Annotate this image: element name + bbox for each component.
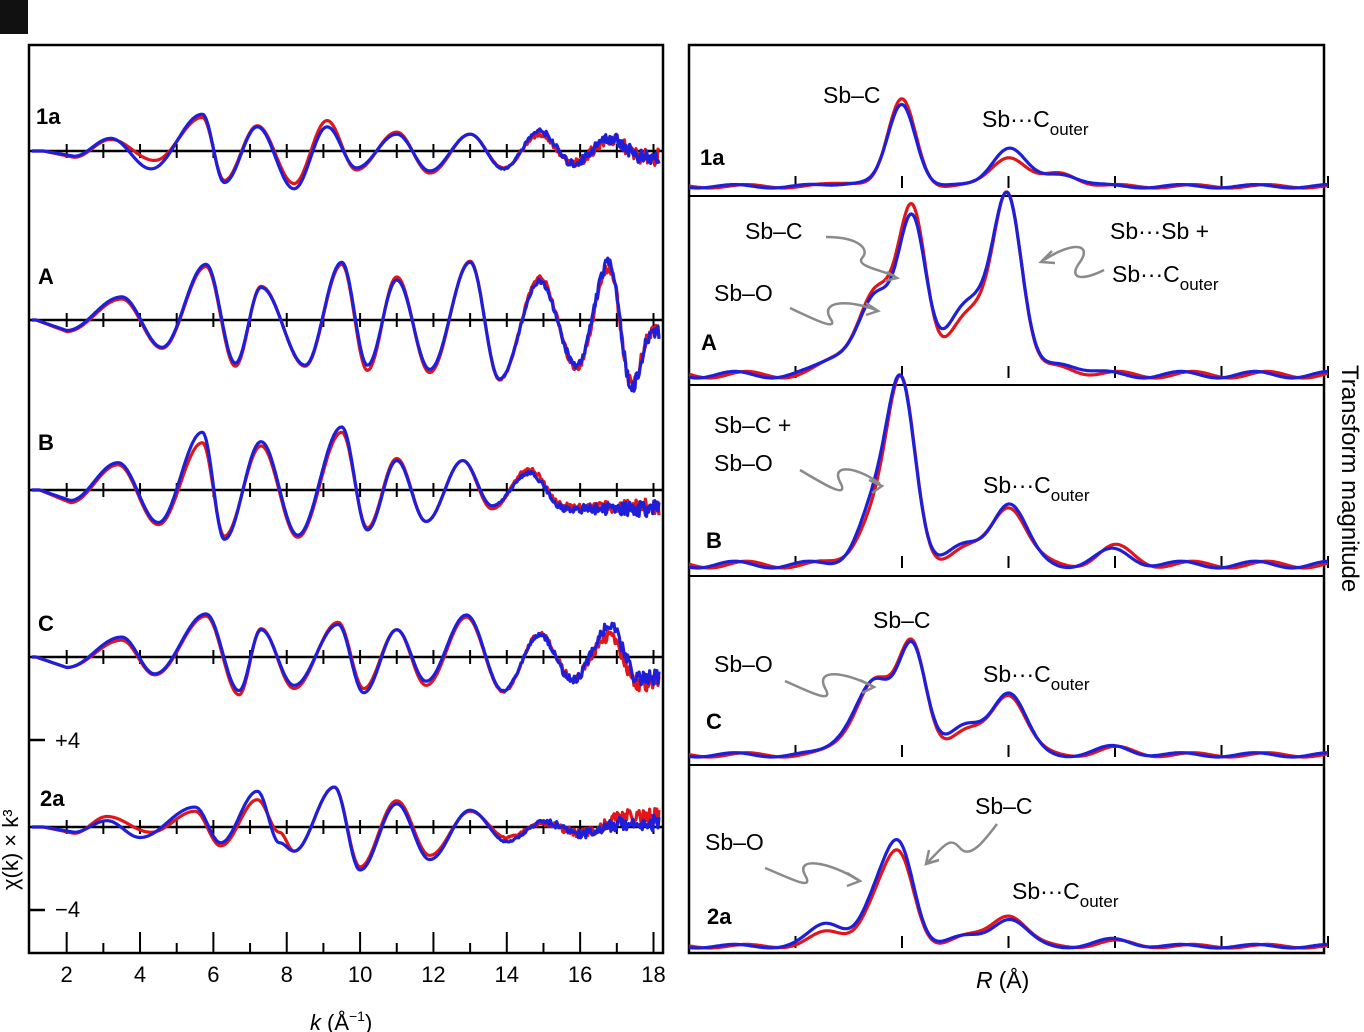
annot-1a-outer-sub: outer	[1050, 120, 1089, 139]
ft-blue-B	[688, 373, 1329, 570]
right-traces	[688, 97, 1329, 950]
arrow-2a-sbo-head	[846, 871, 863, 888]
trace-label-A: A	[38, 264, 54, 289]
corner-marker	[0, 0, 28, 34]
annot-C-sbc: Sb–C	[873, 607, 931, 633]
arrow-A-sbc-head	[884, 270, 901, 283]
scale-label-minus: −4	[55, 897, 80, 922]
trace-blue-C	[31, 612, 661, 695]
panel-label-A: A	[701, 330, 717, 355]
arrow-2a-sbc	[927, 823, 998, 863]
trace-label-2a: 2a	[40, 786, 65, 811]
annot-2a-outer-main: Sb···C	[1012, 878, 1080, 904]
right-panel-frame	[687, 43, 1326, 955]
scale-label-plus: +4	[55, 728, 80, 753]
x-tick-label: 14	[495, 962, 519, 987]
ft-blue-C	[688, 639, 1329, 759]
trace-blue-B	[31, 425, 661, 541]
panel-label-2a: 2a	[707, 904, 732, 929]
x-tick-label: 2	[61, 962, 73, 987]
x-tick-label: 4	[134, 962, 146, 987]
trace-red-A	[31, 259, 661, 387]
annot-2a-sbc: Sb–C	[975, 793, 1033, 819]
arrow-C	[784, 673, 873, 698]
annot-C-outer-main: Sb···C	[983, 661, 1051, 687]
ft-red-2a	[688, 848, 1329, 950]
left-x-label-close: )	[365, 1010, 372, 1032]
annot-A-sbo: Sb–O	[714, 280, 773, 306]
annot-2a-outer: Sb···Couter	[1012, 878, 1119, 911]
annot-C-sbo: Sb–O	[714, 651, 773, 677]
arrow-A-sbo	[789, 302, 877, 326]
trace-red-C	[31, 614, 661, 697]
trace-red-B	[31, 430, 661, 539]
arrow-A-sbsb-head	[1038, 250, 1056, 265]
arrow-2a-sbc-head	[924, 849, 940, 866]
arrow-B	[799, 468, 881, 492]
annot-C-outer: Sb···Couter	[983, 661, 1090, 694]
arrow-C-head	[859, 678, 877, 695]
annot-A-outer: Sb···Couter	[1112, 261, 1219, 294]
annot-1a-outer: Sb···Couter	[982, 106, 1089, 139]
annot-2a-outer-sub: outer	[1080, 892, 1119, 911]
annot-2a-sbo: Sb–O	[705, 829, 764, 855]
arrow-2a-sbo	[764, 862, 859, 885]
x-tick-label: 16	[568, 962, 592, 987]
left-y-axis-label: χ(k) × k³	[0, 809, 23, 890]
arrow-B-head	[868, 478, 885, 495]
trace-label-B: B	[38, 430, 54, 455]
trace-label-1a: 1a	[36, 104, 61, 129]
annot-C-outer-sub: outer	[1051, 675, 1090, 694]
ft-blue-A	[688, 190, 1329, 380]
arrow-A-sbc	[825, 235, 896, 278]
left-x-axis: 2 4 6 8 10 12 14 16 18	[61, 932, 666, 987]
annot-1a-outer-main: Sb···C	[982, 106, 1050, 132]
right-y-axis-label: Transform magnitude	[1336, 365, 1363, 592]
annot-B-outer-main: Sb···C	[983, 472, 1051, 498]
annot-A-outer-main: Sb···C	[1112, 261, 1180, 287]
left-x-label-unit: (Å	[327, 1010, 349, 1032]
arrow-A-sbsb	[1043, 245, 1105, 279]
panel-label-C: C	[706, 709, 722, 734]
ft-blue-2a	[688, 838, 1329, 950]
right-x-axis-label: R (Å)	[976, 966, 1029, 993]
ft-blue-1a	[688, 102, 1329, 190]
ft-red-C	[688, 637, 1329, 759]
left-x-label-k: k	[310, 1010, 322, 1032]
right-x-label-unit: (Å)	[999, 966, 1030, 993]
trace-blue-2a	[31, 785, 661, 872]
annot-B-sbo: Sb–O	[714, 450, 773, 476]
annot-1a-sbc: Sb–C	[823, 82, 881, 108]
left-x-axis-label: k (Å−1)	[310, 1008, 372, 1032]
trace-blue-1a	[31, 112, 661, 191]
annot-B-outer: Sb···Couter	[983, 472, 1090, 505]
annot-A-outer-sub: outer	[1180, 275, 1219, 294]
arrow-A-sbo-head	[865, 301, 881, 317]
annot-A-sbsb: Sb···Sb +	[1110, 218, 1209, 244]
annot-B-sbc: Sb–C +	[714, 412, 791, 438]
x-tick-label: 8	[281, 962, 293, 987]
x-tick-label: 12	[421, 962, 445, 987]
left-panel-frame	[27, 43, 665, 955]
annot-A-sbc: Sb–C	[745, 218, 803, 244]
panel-label-B: B	[706, 528, 722, 553]
trace-blue-A	[31, 256, 661, 393]
panel-label-1a: 1a	[700, 145, 725, 170]
x-tick-label: 18	[641, 962, 665, 987]
left-traces	[29, 112, 663, 872]
x-tick-label: 6	[207, 962, 219, 987]
trace-label-C: C	[38, 611, 54, 636]
x-tick-label: 10	[348, 962, 372, 987]
left-x-label-sup: −1	[349, 1008, 365, 1024]
right-x-label-R: R	[976, 967, 993, 993]
annot-B-outer-sub: outer	[1051, 486, 1090, 505]
